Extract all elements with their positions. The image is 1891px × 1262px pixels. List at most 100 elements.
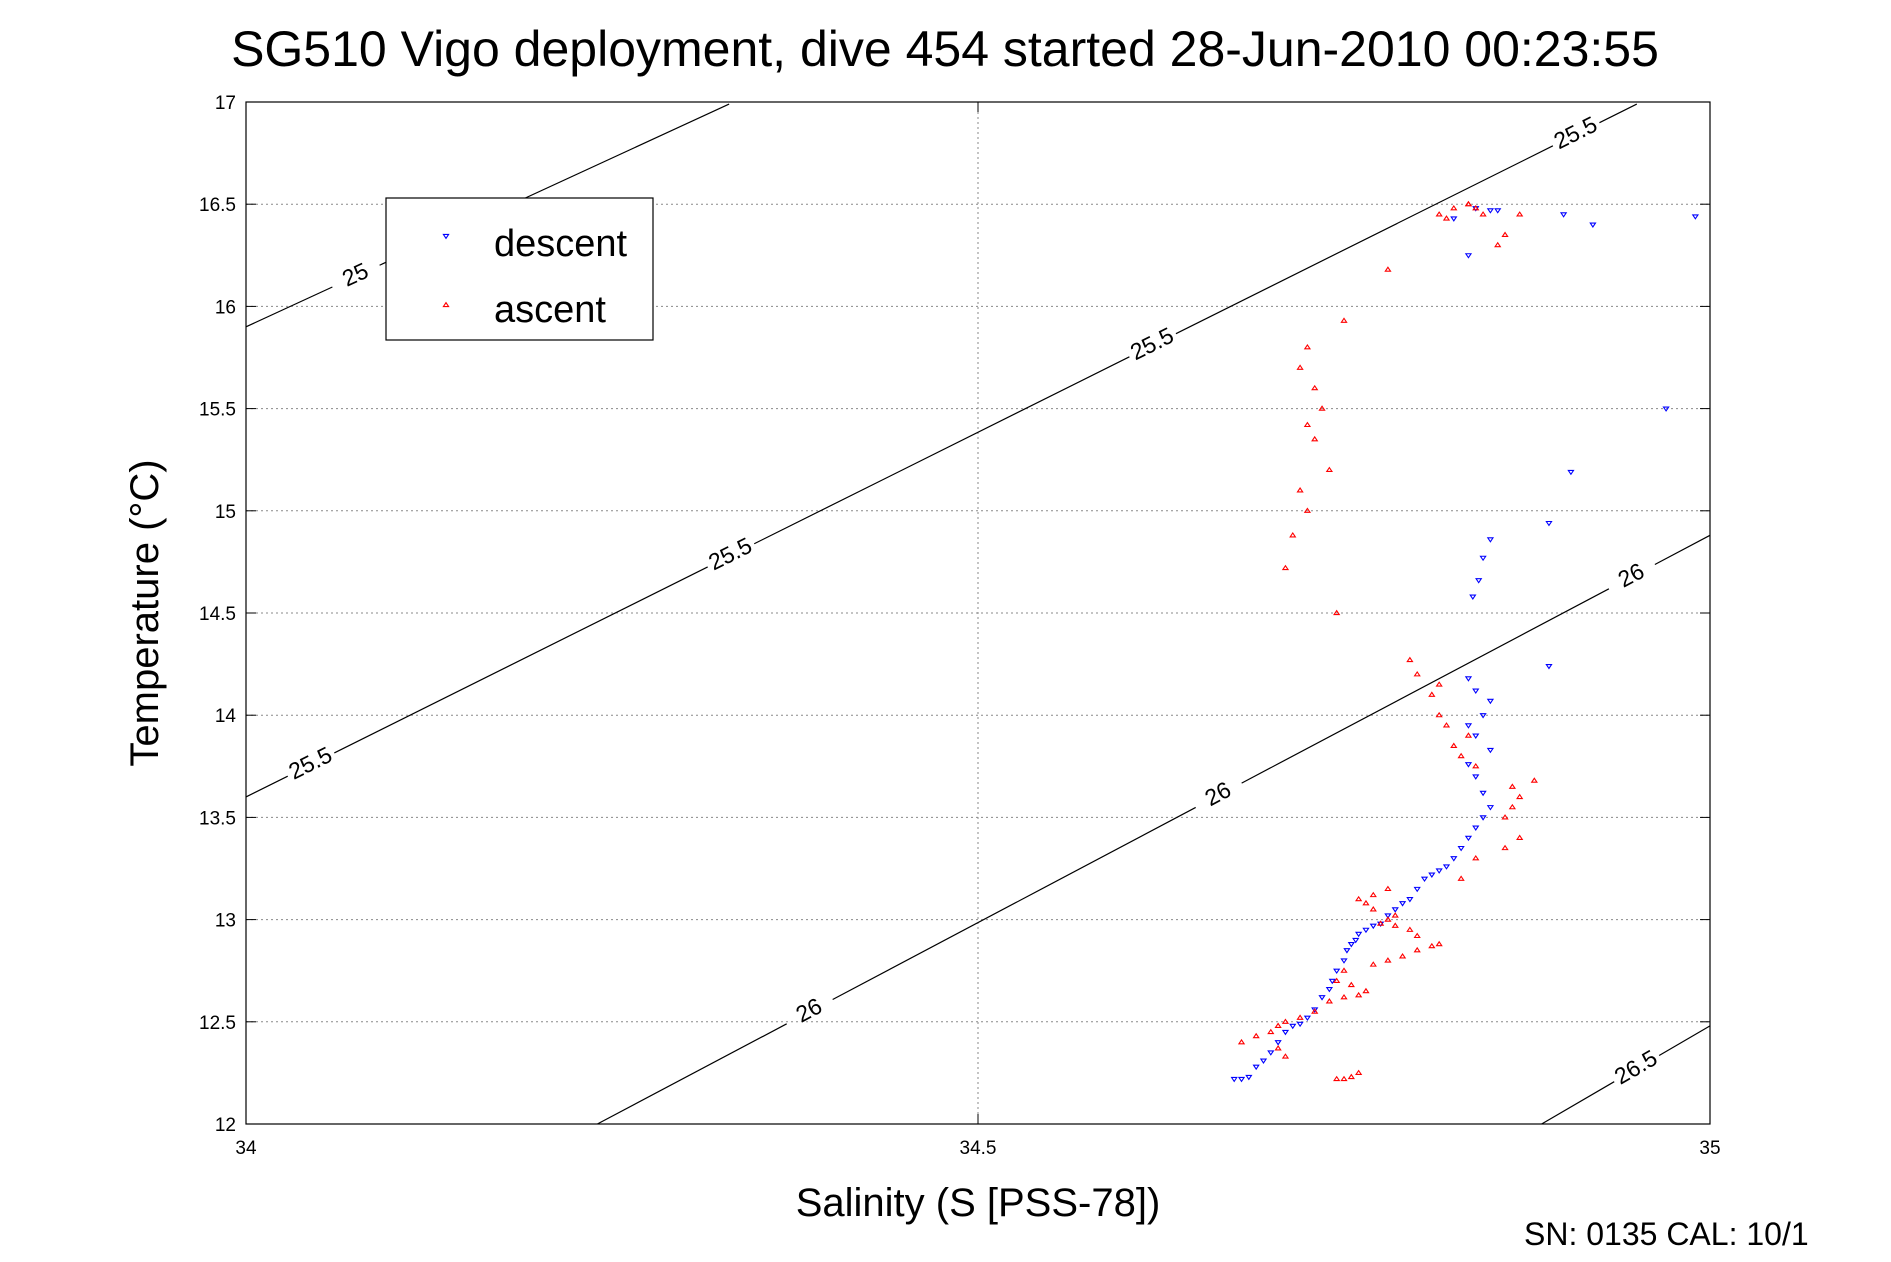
descent-point [1384, 913, 1392, 919]
ascent-point [1281, 1053, 1290, 1059]
ascent-point [1311, 435, 1319, 442]
y-tick-label: 13 [215, 911, 236, 932]
ascent-point [1362, 987, 1370, 994]
descent-point [1281, 1029, 1290, 1036]
descent-point [1252, 1064, 1260, 1071]
ascent-point [1516, 793, 1524, 800]
descent-point [1391, 907, 1399, 913]
ascent-point [1501, 231, 1509, 237]
y-tick-label: 15 [215, 502, 236, 523]
ascent-point [1369, 961, 1377, 967]
contour-line-segment [245, 286, 333, 328]
descent-point [1428, 872, 1436, 878]
ascent-point [1347, 981, 1355, 988]
ascent-point [1516, 211, 1524, 217]
descent-point [1450, 216, 1458, 222]
legend-ascent-label: ascent [494, 289, 606, 331]
ascent-point [1296, 1014, 1304, 1020]
descent-point [1328, 978, 1336, 985]
descent-point [1559, 212, 1568, 218]
ascent-point [1450, 742, 1458, 748]
descent-point [1355, 931, 1363, 938]
descent-point [1464, 835, 1473, 842]
ascent-point [1274, 1045, 1282, 1051]
descent-point [1472, 774, 1480, 780]
descent-point [1457, 845, 1465, 852]
ascent-point [1325, 998, 1333, 1004]
contour-line-segment [1658, 1025, 1711, 1057]
ascent-point [1508, 803, 1516, 810]
ascent-point [1274, 1022, 1282, 1028]
descent-point [1303, 1015, 1312, 1022]
ascent-point [1289, 531, 1297, 538]
ascent-point [1340, 1075, 1348, 1082]
ascent-point [1369, 891, 1377, 898]
descent-point [1267, 1050, 1275, 1056]
descent-point [1340, 958, 1348, 964]
ascent-point [1435, 681, 1443, 687]
ascent-point [1442, 722, 1451, 728]
ascent-point [1428, 942, 1436, 949]
descent-point [1245, 1074, 1253, 1081]
legend-descent-marker [442, 233, 450, 240]
ascent-point [1494, 241, 1502, 248]
descent-point [1464, 723, 1473, 729]
ascent-point [1333, 977, 1341, 984]
ascent-series [1237, 200, 1538, 1082]
ascent-point [1406, 926, 1414, 932]
ascent-point [1355, 1069, 1363, 1076]
y-tick-label: 16.5 [199, 195, 236, 216]
ascent-point [1347, 1073, 1355, 1080]
descent-point [1406, 897, 1414, 903]
y-tick-label: 13.5 [199, 808, 236, 829]
descent-point [1450, 856, 1458, 862]
ascent-point [1442, 215, 1451, 221]
ascent-point [1311, 1008, 1319, 1014]
ascent-point [1281, 564, 1290, 571]
x-tick-label: 34 [235, 1138, 257, 1159]
ascent-point [1369, 906, 1377, 912]
ascent-point [1508, 783, 1516, 789]
descent-point [1479, 555, 1487, 562]
ascent-point [1355, 991, 1363, 998]
descent-point [1274, 1040, 1282, 1046]
ascent-point [1464, 200, 1473, 207]
contour-line-segment [1175, 145, 1554, 335]
descent-point [1545, 520, 1553, 527]
descent-point [1333, 968, 1341, 975]
ascent-point [1398, 953, 1407, 959]
contour-line-segment [245, 775, 289, 798]
ascent-point [1501, 814, 1509, 820]
descent-point [1464, 253, 1473, 259]
descent-point [1486, 698, 1495, 705]
descent-point [1289, 1023, 1297, 1030]
y-axis-ticks: 12 12.5 13 13.5 14 14.5 15 15.5 16 16.5 17 [199, 93, 1710, 1136]
ascent-point [1406, 656, 1414, 663]
ascent-point [1413, 946, 1421, 953]
ascent-point [1457, 875, 1465, 881]
descent-point [1259, 1058, 1268, 1064]
descent-point [1398, 901, 1407, 907]
descent-point [1486, 537, 1495, 543]
ascent-point [1296, 487, 1304, 493]
descent-point [1486, 208, 1495, 214]
descent-point [1472, 688, 1480, 695]
chart-title: SG510 Vigo deployment, dive 454 started … [231, 21, 1659, 77]
ascent-point [1333, 609, 1341, 616]
ascent-point [1391, 922, 1399, 928]
descent-point [1475, 578, 1483, 584]
legend-box [385, 197, 654, 341]
ascent-point [1428, 691, 1436, 697]
descent-point [1296, 1021, 1304, 1028]
ascent-point [1472, 854, 1480, 861]
y-tick-label: 12.5 [199, 1013, 236, 1034]
ascent-point [1435, 211, 1443, 217]
descent-point [1318, 995, 1326, 1001]
descent-point [1369, 923, 1377, 930]
descent-point [1691, 214, 1699, 220]
ascent-point [1311, 384, 1319, 391]
ascent-point [1252, 1032, 1260, 1039]
ascent-point [1325, 466, 1333, 473]
calibration-footer: SN: 0135 CAL: 10/1 [1524, 1216, 1809, 1252]
contour-line-segment [1241, 588, 1610, 784]
